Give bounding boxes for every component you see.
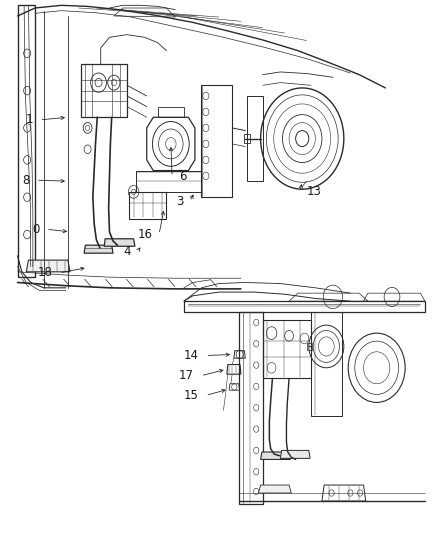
- Text: 4: 4: [123, 245, 131, 258]
- Text: 17: 17: [179, 369, 194, 382]
- Polygon shape: [104, 239, 135, 246]
- Text: 14: 14: [184, 349, 199, 362]
- Polygon shape: [26, 260, 70, 272]
- Text: 3: 3: [176, 195, 183, 208]
- Polygon shape: [280, 450, 310, 458]
- Text: 16: 16: [138, 228, 152, 241]
- Text: 8: 8: [22, 174, 29, 187]
- Polygon shape: [114, 8, 175, 17]
- Text: 18: 18: [38, 266, 53, 279]
- Text: 1: 1: [25, 114, 33, 126]
- Polygon shape: [84, 245, 113, 253]
- Polygon shape: [258, 485, 291, 493]
- Text: 13: 13: [307, 185, 321, 198]
- Polygon shape: [261, 452, 290, 459]
- Text: 6: 6: [179, 171, 186, 183]
- Text: 0: 0: [32, 223, 39, 236]
- Text: 15: 15: [184, 389, 199, 402]
